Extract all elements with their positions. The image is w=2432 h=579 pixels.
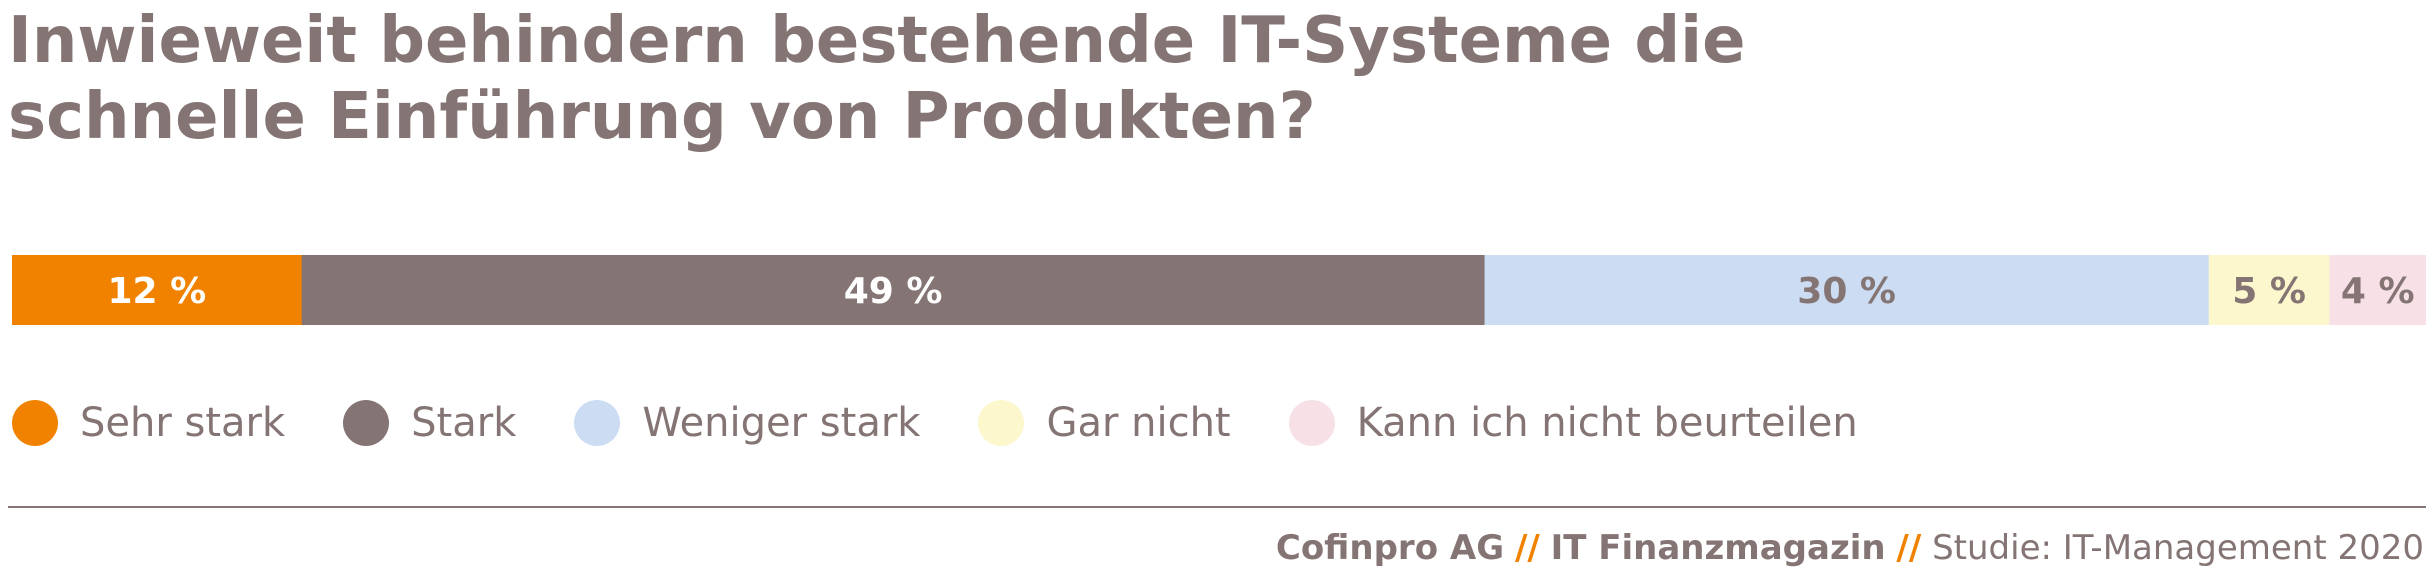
- legend-label-2: Stark: [411, 400, 517, 446]
- legend-item-1: Sehr stark: [12, 400, 285, 446]
- stacked-bar-chart: 12 % 49 % 30 % 5 % 4 %: [12, 255, 2426, 325]
- bar-value-label-4: 5 %: [2232, 271, 2306, 312]
- source-separator: //: [1514, 528, 1540, 568]
- legend-label-1: Sehr stark: [80, 400, 286, 446]
- bar-segment-5: [2329, 255, 2426, 325]
- legend-swatch-1: [12, 400, 58, 446]
- bar-segment-3: [1484, 255, 2210, 325]
- bar-segment-1: [12, 255, 303, 325]
- legend-label-4: Gar nicht: [1046, 400, 1231, 446]
- chart-title: Inwieweit behindern bestehende IT-System…: [8, 4, 1746, 154]
- source-line: Cofinpro AG // IT Finanzmagazin // Studi…: [1276, 528, 2424, 568]
- legend-item-4: Gar nicht: [978, 400, 1231, 446]
- source-separator: //: [1896, 528, 1922, 568]
- source-company: Cofinpro AG: [1275, 528, 1505, 568]
- legend-item-5: Kann ich nicht beurteilen: [1288, 400, 1858, 446]
- bar-value-label-3: 30 %: [1797, 271, 1896, 312]
- source-study: Studie: IT-Management 2020: [1932, 528, 2424, 568]
- bar-value-label-1: 12 %: [107, 271, 206, 312]
- legend-swatch-3: [574, 400, 621, 446]
- legend-label-5: Kann ich nicht beurteilen: [1356, 400, 1858, 446]
- chart-legend: Sehr stark Stark Weniger stark Gar nicht Kan…: [12, 400, 1916, 446]
- footer-divider: [8, 506, 2426, 508]
- bar-segment-2: [301, 255, 1486, 325]
- bar-value-label-5: 4 %: [2341, 271, 2415, 312]
- bar-segment-4: [2208, 255, 2330, 325]
- legend-swatch-4: [978, 400, 1025, 446]
- bar-value-label-2: 49 %: [844, 271, 943, 312]
- legend-swatch-2: [343, 400, 390, 446]
- legend-label-3: Weniger stark: [642, 400, 921, 446]
- legend-item-3: Weniger stark: [574, 400, 920, 446]
- legend-swatch-5: [1288, 400, 1335, 446]
- legend-item-2: Stark: [343, 400, 516, 446]
- source-magazine: IT Finanzmagazin: [1550, 528, 1886, 568]
